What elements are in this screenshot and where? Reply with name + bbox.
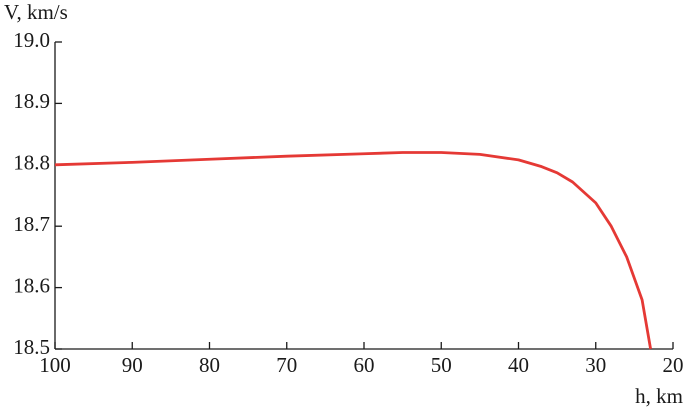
x-tick-label: 60 [354,353,375,377]
y-tick-label: 18.9 [13,89,50,113]
x-axis-label: h, km [635,384,683,408]
data-line [54,151,652,350]
y-axis-label: V, km/s [4,0,68,24]
y-tick-label: 18.7 [13,212,50,236]
y-tick-label: 19.0 [13,28,50,52]
x-tick-label: 90 [122,353,143,377]
x-tick-label: 40 [508,353,529,377]
x-tick-label: 30 [585,353,606,377]
y-tick-label: 18.8 [13,151,50,175]
x-tick-label: 80 [199,353,220,377]
x-tick-label: 20 [663,353,684,377]
x-tick-label: 50 [431,353,452,377]
y-tick-label: 18.6 [13,273,50,297]
y-tick-label: 18.5 [13,335,50,359]
x-tick-label: 100 [39,353,71,377]
x-tick-label: 70 [276,353,297,377]
